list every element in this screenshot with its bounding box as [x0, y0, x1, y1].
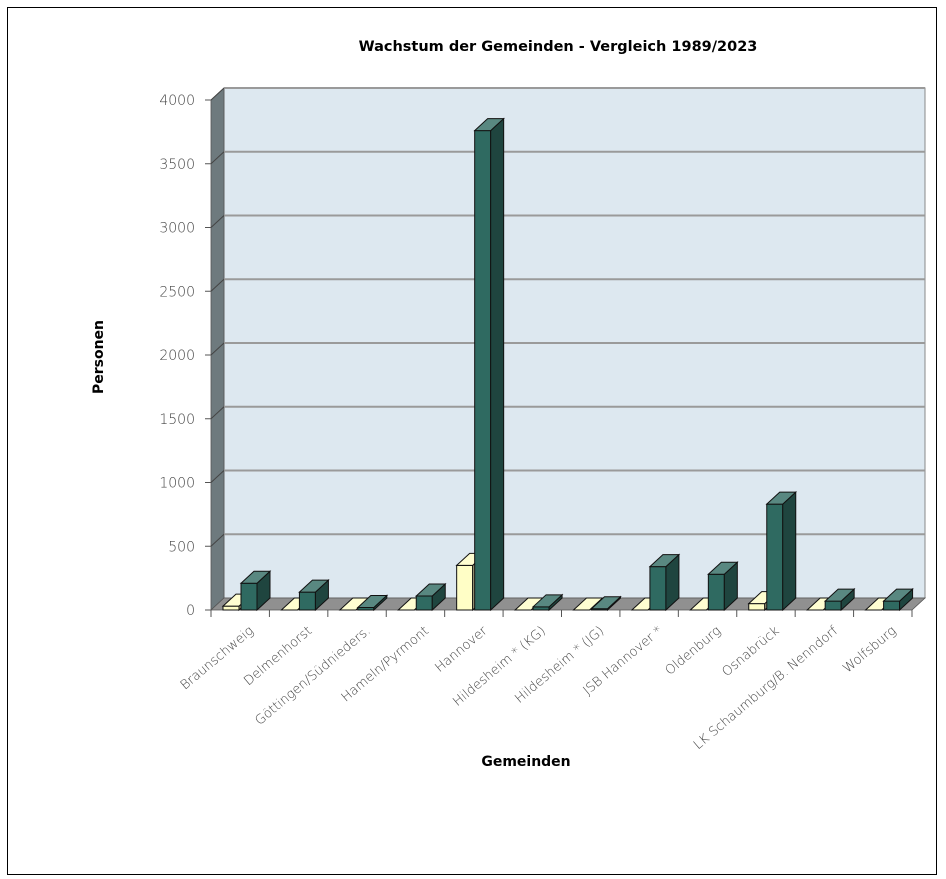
- gridline-side: [210, 278, 225, 292]
- gridline-side: [210, 470, 225, 483]
- bar: [649, 566, 667, 611]
- bar-top: [823, 588, 856, 602]
- bar-top: [298, 579, 330, 593]
- x-category-label: Göttingen/Südnieders.: [252, 624, 373, 729]
- y-tick-label: 3500: [159, 157, 195, 173]
- bar: [707, 573, 725, 611]
- y-tick-label: 0: [186, 603, 195, 619]
- bar: [883, 600, 901, 611]
- bar-top: [765, 491, 798, 505]
- bar: [222, 605, 240, 611]
- gridline-side: [210, 215, 225, 228]
- bar: [240, 582, 258, 611]
- bar-side: [490, 117, 505, 612]
- bar: [824, 600, 842, 611]
- bar-top: [882, 588, 914, 602]
- y-tick-label: 4000: [159, 93, 195, 109]
- gridline-side: [210, 342, 225, 356]
- bar-top: [648, 554, 681, 568]
- bar-top: [590, 596, 622, 610]
- bar-top: [356, 594, 389, 608]
- y-tick-label: 3000: [159, 221, 195, 237]
- x-category-label: Hannover: [432, 623, 491, 676]
- y-tick-label: 1000: [159, 476, 195, 492]
- chart-title: Wachstum der Gemeinden - Vergleich 1989/…: [359, 39, 758, 55]
- x-category-label: Wolfsburg: [840, 624, 899, 677]
- y-tick-label: 1500: [159, 412, 195, 428]
- bar-top: [414, 583, 447, 597]
- bar: [748, 603, 766, 611]
- y-axis-title: Personen: [91, 320, 107, 394]
- bar: [766, 503, 784, 611]
- x-axis-title: Gemeinden: [481, 754, 570, 770]
- bar-top: [239, 570, 272, 584]
- y-tick-label: 2500: [159, 284, 195, 300]
- gridline-side: [210, 151, 225, 165]
- bar: [456, 564, 474, 611]
- bar-side: [782, 491, 797, 612]
- gridline-side: [210, 87, 225, 101]
- bar: [474, 130, 492, 611]
- bar: [415, 595, 433, 611]
- bar-top: [473, 118, 505, 132]
- bar-top: [707, 561, 739, 575]
- gridline-side: [210, 533, 225, 547]
- y-tick-label: 2000: [159, 348, 195, 364]
- bar: [298, 591, 316, 611]
- gridline-side: [210, 406, 225, 420]
- bar-top: [531, 594, 564, 608]
- y-tick-label: 500: [168, 539, 195, 555]
- x-category-label: Oldenburg: [663, 624, 725, 679]
